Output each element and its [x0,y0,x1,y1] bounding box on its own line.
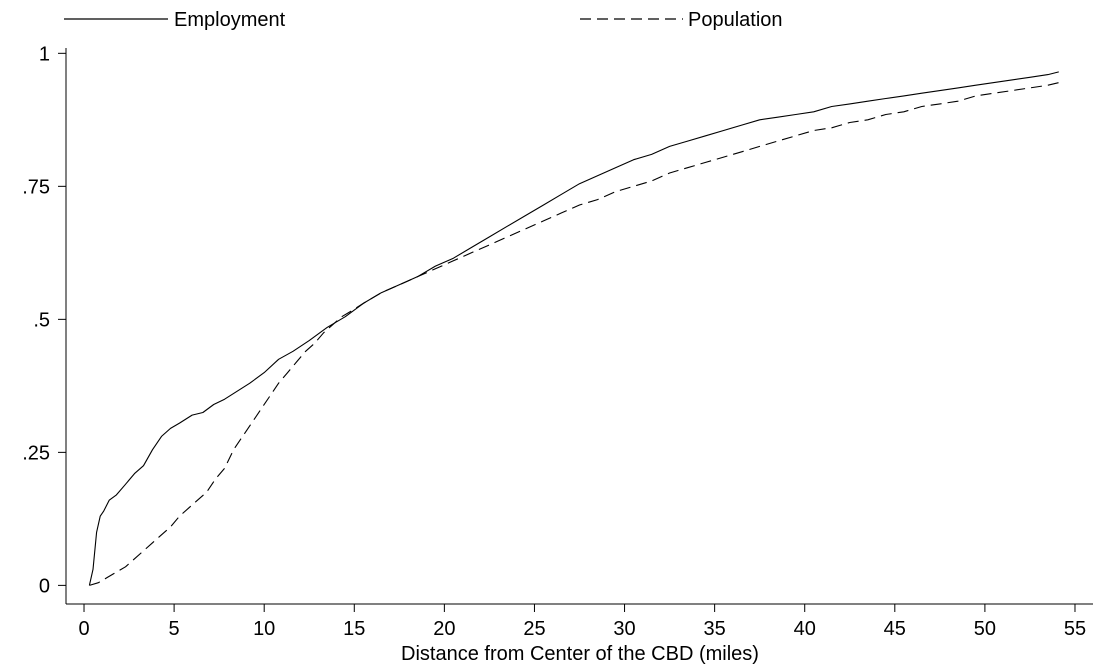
x-tick-label: 5 [169,618,180,640]
y-tick-label: 1 [39,43,50,65]
x-tick-label: 55 [1064,618,1086,640]
x-tick-label: 0 [78,618,89,640]
x-tick-label: 35 [704,618,726,640]
x-tick-label: 30 [613,618,635,640]
x-tick-label: 50 [974,618,996,640]
y-tick-label: 0 [39,575,50,597]
y-tick-label: .25 [22,442,50,464]
x-tick-label: 25 [523,618,545,640]
plot-area: 0 5 10 15 20 25 30 35 40 45 50 55 0 .25 .5 .75 1 [22,43,1093,640]
y-tick-label: .5 [33,309,50,331]
x-tick-label: 45 [884,618,906,640]
y-tick-label: .75 [22,176,50,198]
x-tick-label: 15 [343,618,365,640]
legend-label-population: Population [688,9,783,31]
series-lines [88,71,1059,586]
legend: Employment Population [64,9,783,31]
x-tick-label: 10 [253,618,275,640]
y-axis-ticks: 0 .25 .5 .75 1 [22,43,66,597]
series-line-population [89,82,1059,586]
x-tick-label: 20 [433,618,455,640]
x-tick-label: 40 [794,618,816,640]
x-axis-ticks: 0 5 10 15 20 25 30 35 40 45 50 55 [78,604,1086,640]
legend-label-employment: Employment [174,9,286,31]
series-line-employment [88,71,1059,586]
x-axis-title: Distance from Center of the CBD (miles) [401,643,759,665]
